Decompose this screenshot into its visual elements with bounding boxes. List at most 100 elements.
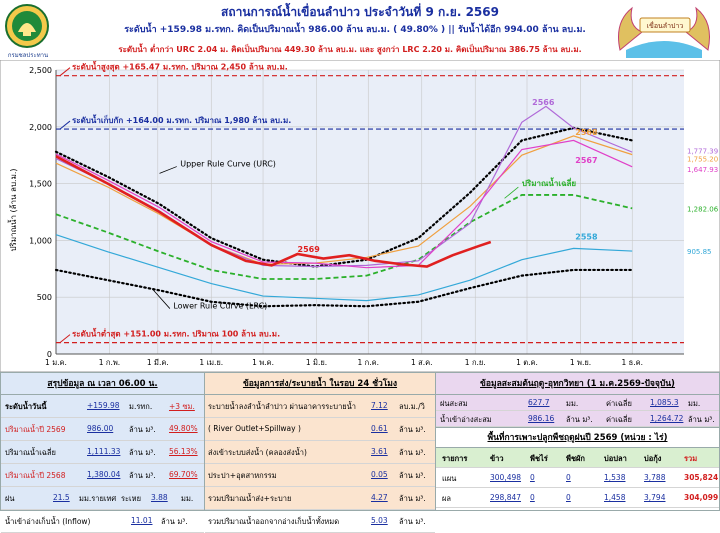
crops-cell: 0	[530, 493, 535, 502]
x-tick-label: 1 ม.ค.	[45, 358, 67, 367]
series-label: 2558	[575, 232, 598, 241]
crops-cell: 0	[566, 473, 571, 482]
crops-cell: 0	[566, 493, 571, 502]
summary-unit: ล้าน ม³.	[129, 425, 156, 434]
y-tick-label: 2,000	[29, 123, 52, 132]
crops-cell: 304,099	[684, 493, 719, 502]
rain-label: ฝน	[5, 494, 15, 503]
series-end-value: 905.85	[687, 248, 712, 256]
summary-percent: 49.80%	[169, 424, 198, 433]
summary-row: ปริมาณน้ำปี 2569 986.00 ล้าน ม³. 49.80%	[1, 418, 204, 441]
accumulated-label: น้ำเข้าอ่างสะสม	[440, 415, 492, 424]
crops-header: รายการ	[442, 454, 468, 463]
summary-row-rain: ฝน 21.5 มม.รายเทศ ระเหย 3.88 มม.	[1, 487, 204, 510]
evap-label: ระเหย	[121, 494, 141, 503]
x-tick-label: 1 มิ.ย.	[306, 358, 327, 367]
crops-cell: 3,788	[644, 473, 666, 482]
accumulated-avg-label: ค่าเฉลี่ย	[606, 399, 632, 408]
series-end-value: 1,647.93	[687, 166, 718, 174]
x-tick-label: 1 ต.ค.	[516, 358, 538, 367]
release-value: 0.61	[371, 424, 388, 433]
accumulated-title: ข้อมูลสะสมต้นฤดู-อุทกวิทยา (1 ม.ค.2569-ป…	[436, 373, 719, 395]
crops-header: ข้าว	[490, 454, 504, 463]
summary-unit: ล้าน ม³.	[129, 448, 156, 457]
lrc-pointer	[152, 288, 171, 309]
crops-title: พื้นที่การเพาะปลูกพืชฤดูฝนปี 2569 (หน่วย…	[436, 428, 719, 448]
series-line	[55, 135, 633, 265]
y-tick-label: 1,000	[29, 236, 52, 245]
reference-label: ระดับน้ำต่ำสุด +151.00 ม.รทก. ปริมาณ 100…	[72, 328, 280, 340]
release-row: ( River Outlet+Spillway ) 0.61 ล้าน ม³.	[205, 418, 435, 441]
release-unit: ลบ.ม./วิ	[399, 402, 425, 411]
release-value: 5.03	[371, 516, 388, 525]
release-label: ระบายน้ำลงลำน้ำลำปาว ผ่านอาคารระบายน้ำ	[208, 402, 357, 411]
release-label: ประปา+อุตสาหกรรม	[208, 471, 277, 480]
release-unit: ล้าน ม³.	[399, 471, 426, 480]
header: กรมชลประทาน สถานการณ์น้ำเขื่อนลำปาว ประจ…	[0, 0, 720, 62]
series-end-value: 1,282.06	[687, 205, 719, 213]
accumulated-avg-value: 1,264.72	[650, 414, 684, 423]
series-label: 2567	[575, 156, 597, 165]
reference-label: ระดับน้ำสูงสุด +165.47 ม.รทก. ปริมาณ 2,4…	[72, 61, 288, 73]
dam-logo-text: เขื่อนลำปาว	[647, 21, 684, 30]
x-tick-label: 1 ก.ย.	[465, 358, 486, 367]
accumulated-avg-label: ค่าเฉลี่ย	[606, 415, 632, 424]
dam-logo-icon: เขื่อนลำปาว	[618, 6, 710, 58]
evap-value: 3.88	[151, 493, 168, 502]
summary-value: 986.00	[87, 424, 114, 433]
x-tick-label: 1 พ.ย.	[570, 358, 591, 367]
release-unit: ล้าน ม³.	[399, 425, 426, 434]
x-tick-label: 1 ก.พ.	[99, 358, 120, 367]
x-tick-label: 1 มี.ค.	[147, 358, 169, 367]
release-row: รวมปริมาณน้ำออกจากอ่างเก็บน้ำทั้งหมด 5.03…	[205, 510, 435, 533]
accumulated-row: น้ำเข้าอ่างสะสม 986.16 ล้าน ม³. ค่าเฉลี่ย 1,…	[436, 411, 719, 427]
crops-row: ผล 298,847 0 0 1,458 3,794 304,099	[436, 488, 719, 508]
release-unit: ล้าน ม³.	[399, 494, 426, 503]
crops-cell: 1,458	[604, 493, 626, 502]
reference-pointer	[59, 67, 71, 77]
series-line	[54, 268, 634, 308]
crops-cell: แผน	[442, 474, 457, 483]
summary-panel: สรุปข้อมูล ณ เวลา 06.00 น. ระดับน้ำวันนี…	[0, 372, 205, 533]
crops-cell: 3,794	[644, 493, 666, 502]
logo-caption: กรมชลประทาน	[7, 52, 49, 59]
urc-pointer	[159, 166, 177, 174]
water-level-summary: ระดับน้ำ +159.98 ม.รทก. คิดเป็นปริมาณน้ำ…	[124, 25, 586, 35]
data-tables: สรุปข้อมูล ณ เวลา 06.00 น. ระดับน้ำวันนี…	[0, 372, 720, 533]
accumulated-avg-unit: มม.	[688, 399, 701, 408]
release-label: รวมปริมาณน้ำส่ง+ระบาย	[208, 494, 292, 503]
release-value: 0.05	[371, 470, 388, 479]
crops-cell: 300,498	[490, 473, 522, 482]
summary-percent: +3 ซม.	[169, 402, 195, 411]
release-panel: ข้อมูลการส่ง/ระบายน้ำ ในรอบ 24 ชั่วโมง ร…	[204, 372, 436, 533]
inflow-label: น้ำเข้าอ่างเก็บน้ำ (Inflow)	[5, 517, 91, 526]
release-unit: ล้าน ม³.	[399, 517, 426, 526]
summary-title: สรุปข้อมูล ณ เวลา 06.00 น.	[1, 373, 204, 395]
summary-row: ปริมาณน้ำเฉลี่ย 1,111.33 ล้าน ม³. 56.13%	[1, 441, 204, 464]
urc-label: Upper Rule Curve (URC)	[180, 160, 276, 169]
avg-pointer	[504, 186, 519, 199]
summary-value: 1,111.33	[87, 447, 121, 456]
crops-header: พืชไร่	[530, 454, 548, 463]
release-value: 7.12	[371, 401, 388, 410]
release-row: รวมปริมาณน้ำส่ง+ระบาย 4.27 ล้าน ม³.	[205, 487, 435, 510]
summary-row-inflow: น้ำเข้าอ่างเก็บน้ำ (Inflow) 11.01 ล้าน ม³.	[1, 510, 204, 533]
crops-header: พืชผัก	[566, 454, 585, 463]
summary-row: ระดับน้ำวันนี้ +159.98 ม.รทก. +3 ซม.	[1, 395, 204, 418]
inflow-unit: ล้าน ม³.	[161, 517, 188, 526]
accumulated-row: ฝนสะสม 627.7 มม. ค่าเฉลี่ย 1,085.3 มม.	[436, 395, 719, 411]
reference-pointer	[59, 334, 71, 344]
summary-unit: ม.รทก.	[129, 402, 153, 411]
accumulated-avg-unit: ล้าน ม³.	[688, 415, 715, 424]
release-value: 3.61	[371, 447, 388, 456]
series-end-value: 1,777.39	[687, 148, 718, 156]
summary-label: ระดับน้ำวันนี้	[5, 402, 47, 411]
x-tick-label: 1 เม.ย.	[199, 358, 223, 367]
series-label: 2566	[532, 98, 555, 107]
y-axis-label: ปริมาณน้ำ (ล้าน ลบ.ม.)	[7, 168, 18, 251]
accumulated-avg-value: 1,085.3	[650, 398, 679, 407]
series-label: 2568	[575, 128, 598, 137]
crops-row: แผน 300,498 0 0 1,538 3,788 305,824	[436, 468, 719, 488]
crops-cell: 298,847	[490, 493, 522, 502]
y-tick-label: 2,500	[29, 66, 52, 75]
